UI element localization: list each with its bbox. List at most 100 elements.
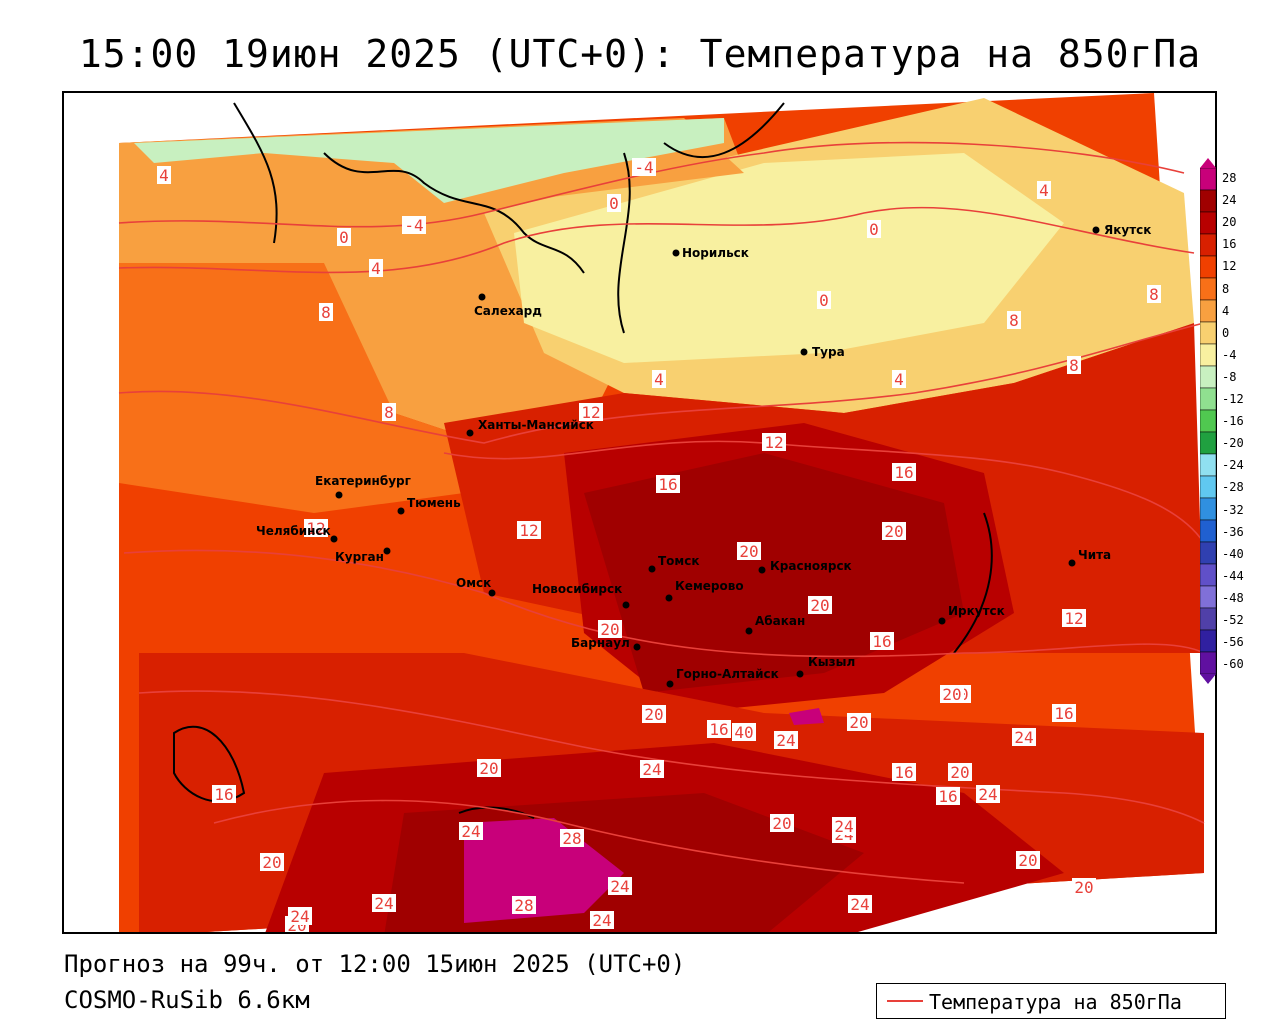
isotherm-label: 24 xyxy=(850,895,869,914)
isotherm-label: 24 xyxy=(1014,728,1033,747)
isotherm-label-bg xyxy=(1052,704,1076,722)
colorbar-swatch xyxy=(1200,233,1216,257)
colorbar-tick-label: -24 xyxy=(1222,458,1244,473)
isotherm-label-bg xyxy=(867,220,881,238)
isotherm-label: 4 xyxy=(371,259,381,278)
isotherm-label-bg xyxy=(1062,609,1086,627)
isotherm-label: 24 xyxy=(374,894,393,913)
colorbar-tick-label: -28 xyxy=(1222,480,1244,495)
city-dot xyxy=(622,601,630,609)
isotherm-label-bg xyxy=(640,760,664,778)
isotherm-label-bg xyxy=(477,759,501,777)
city-dot xyxy=(383,547,391,555)
isotherm-label-bg xyxy=(770,814,794,832)
colorbar-tick-label: -16 xyxy=(1222,414,1244,429)
isotherm-label: 20 xyxy=(644,705,663,724)
colorbar-swatch xyxy=(1200,431,1216,455)
colorbar-tick-label: -40 xyxy=(1222,546,1244,561)
city-label: Чита xyxy=(1078,548,1111,562)
colorbar-swatch xyxy=(1200,255,1216,279)
isotherm-label: 16 xyxy=(658,475,677,494)
isotherm-label: 20 xyxy=(739,542,758,561)
city-dot xyxy=(938,617,946,625)
colorbar-swatch xyxy=(1200,453,1216,477)
city-dot xyxy=(648,565,656,573)
isotherm-label-bg xyxy=(847,713,871,731)
isotherm-label-bg xyxy=(1012,728,1036,746)
isotherm-label: 20 xyxy=(772,814,791,833)
isotherm-label: 24 xyxy=(290,907,309,926)
isotherm-label: 28 xyxy=(514,896,533,915)
colorbar-swatch xyxy=(1200,475,1216,499)
colorbar-tick-label: 8 xyxy=(1222,281,1230,296)
city-markers: Норильск Якутск Салехард Тура Ханты-Мансийск… xyxy=(256,223,1151,688)
city-dot xyxy=(672,249,680,257)
city-dot xyxy=(488,589,496,597)
colorbar-swatch xyxy=(1200,409,1216,433)
isotherm-label-bg xyxy=(948,763,972,781)
isotherm-label-bg xyxy=(848,895,872,913)
colorbar xyxy=(1200,158,1216,684)
isotherm-label: 24 xyxy=(776,731,795,750)
colorbar-tick-label: -8 xyxy=(1222,369,1237,384)
city-dot xyxy=(397,507,405,515)
city-label: Абакан xyxy=(755,614,805,628)
colorbar-tick-label: 20 xyxy=(1222,215,1237,230)
colorbar-swatch xyxy=(1200,651,1216,675)
colorbar-tick-label: 16 xyxy=(1222,237,1237,252)
city-dot xyxy=(1068,559,1076,567)
isotherm-label-bg xyxy=(817,291,831,309)
city-label: Тура xyxy=(812,345,845,359)
isotherm-label-bg xyxy=(1067,356,1081,374)
isotherm-label: 20 xyxy=(479,759,498,778)
city-label: Норильск xyxy=(682,246,749,260)
colorbar-swatch xyxy=(1200,497,1216,521)
isotherm-label-bg xyxy=(870,632,894,650)
isotherm-label-bg xyxy=(1016,851,1040,869)
isotherm-label: 4 xyxy=(894,370,904,389)
isotherm-label: 20 xyxy=(942,685,961,704)
colorbar-swatch xyxy=(1200,343,1216,367)
isotherm-label: 0 xyxy=(609,194,619,213)
isotherm-label: 40 xyxy=(734,723,753,742)
isotherm-label-bg xyxy=(579,403,603,421)
isotherm-label: 4 xyxy=(654,370,664,389)
city-dot xyxy=(666,680,674,688)
city-dot xyxy=(633,643,641,651)
city-label: Новосибирск xyxy=(532,582,622,596)
isotherm-label: 16 xyxy=(709,720,728,739)
forecast-info: Прогноз на 99ч. от 12:00 15июн 2025 (UTC… xyxy=(64,950,686,978)
colorbar-swatch xyxy=(1200,167,1216,191)
city-dot xyxy=(665,594,673,602)
isotherm-label-bg xyxy=(157,166,171,184)
isotherm-label-bg xyxy=(608,877,632,895)
colorbar-tick-label: 12 xyxy=(1222,259,1237,274)
isotherm-label: 16 xyxy=(1054,704,1073,723)
isotherm-label: 16 xyxy=(894,463,913,482)
isotherm-label: 0 xyxy=(869,220,879,239)
city-label: Ханты-Мансийск xyxy=(478,418,594,432)
temperature-map[interactable]: 4 0 -4 4 -4 0 0 4 0 8 8 8 4 4 8 12 16 16 12 8 12 12 20 20 20 16 12… xyxy=(62,91,1217,934)
city-label: Томск xyxy=(658,554,700,568)
isotherm-label: 20 xyxy=(1074,878,1093,897)
isotherm-label-bg xyxy=(369,259,383,277)
city-dot xyxy=(466,429,474,437)
city-dot xyxy=(800,348,808,356)
colorbar-swatch xyxy=(1200,387,1216,411)
isotherm-label-bg xyxy=(337,228,351,246)
colorbar-tick-label: 4 xyxy=(1222,303,1230,318)
isotherm-label: 8 xyxy=(384,403,394,422)
city-dot xyxy=(335,491,343,499)
isotherm-label: 0 xyxy=(339,228,349,247)
isotherm-label: -4 xyxy=(634,158,653,177)
isotherm-label-bg xyxy=(382,403,396,421)
isotherm-label: 28 xyxy=(562,829,581,848)
isotherm-label: 8 xyxy=(1149,285,1159,304)
isotherm-label: 20 xyxy=(1018,851,1037,870)
city-label: Барнаул xyxy=(571,636,630,650)
colorbar-swatch xyxy=(1200,321,1216,345)
isotherm-label: 20 xyxy=(600,620,619,639)
isotherm-label-bg xyxy=(808,596,832,614)
isotherm-label: 24 xyxy=(461,822,480,841)
